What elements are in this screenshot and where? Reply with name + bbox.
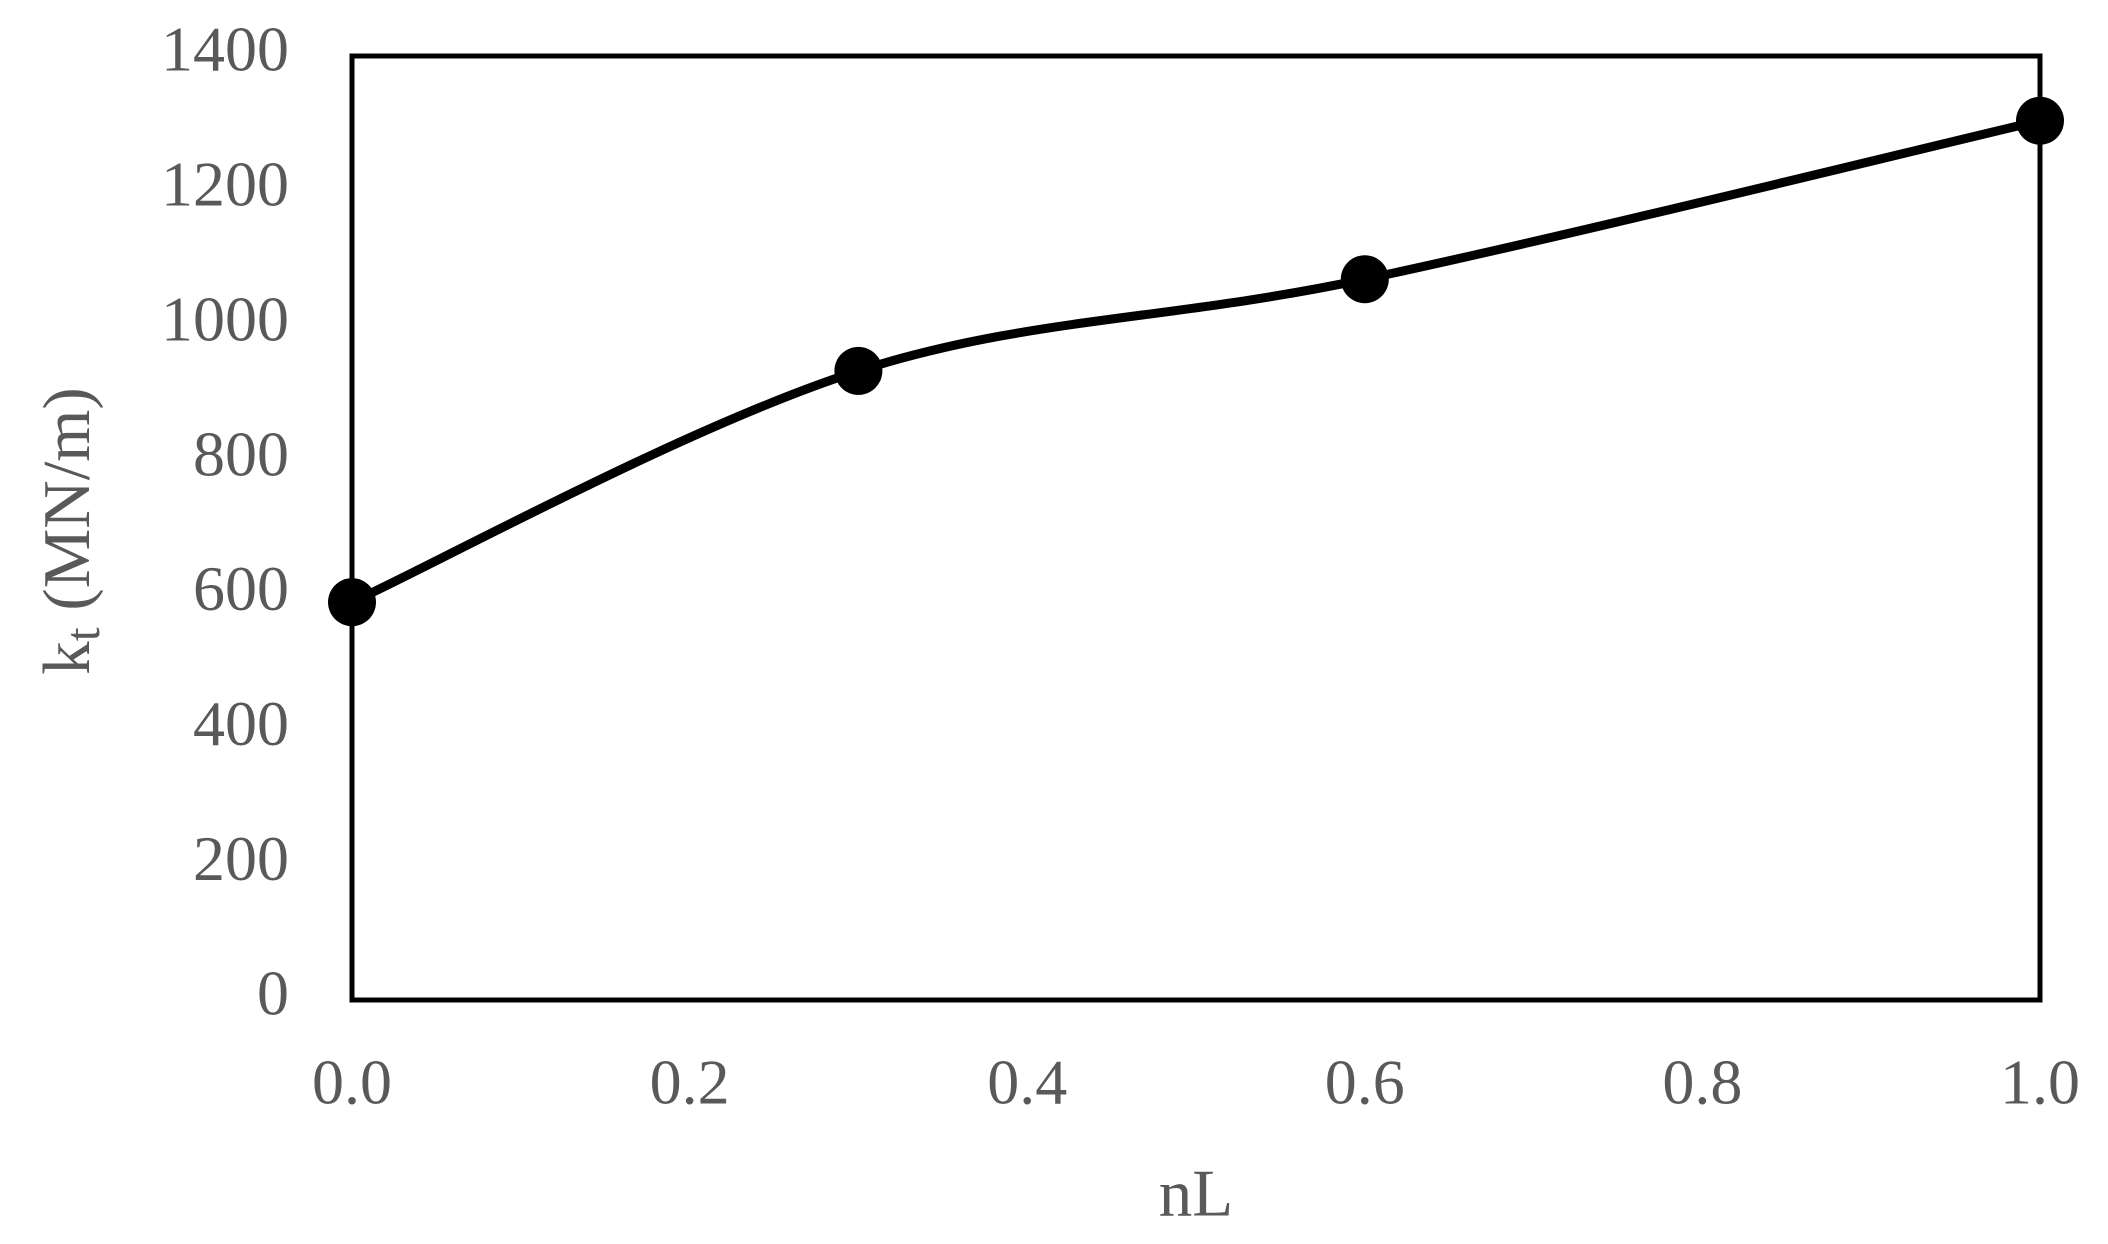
data-point — [1340, 255, 1389, 304]
data-point — [2016, 96, 2064, 145]
series-line — [350, 116, 2042, 607]
y-axis-title-main: k — [30, 641, 104, 675]
x-tick-label: 0.2 — [650, 1047, 730, 1118]
y-tick-label: 1400 — [161, 14, 289, 85]
y-tick-label: 1000 — [161, 283, 289, 354]
y-tick-label: 600 — [193, 553, 289, 624]
x-tick-label: 0.8 — [1662, 1047, 1742, 1118]
x-tick-label: 0.0 — [312, 1047, 392, 1118]
y-tick-label: 200 — [193, 823, 289, 894]
x-axis-title: nL — [1159, 1156, 1233, 1230]
y-tick-label: 0 — [257, 958, 289, 1029]
y-axis-title-sub: t — [54, 627, 110, 641]
data-point — [328, 578, 376, 627]
plot-frame — [349, 53, 2043, 1003]
data-point — [834, 346, 883, 395]
x-tick-label: 0.4 — [987, 1047, 1067, 1118]
y-tick-label: 800 — [193, 418, 289, 489]
y-axis-title-rest: (MN/m) — [30, 387, 104, 627]
y-axis-title: kt (MN/m) — [30, 387, 110, 674]
x-tick-label: 0.6 — [1325, 1047, 1405, 1118]
x-tick-label: 1.0 — [2000, 1047, 2080, 1118]
y-tick-label: 400 — [193, 688, 289, 759]
y-tick-label: 1200 — [161, 149, 289, 220]
